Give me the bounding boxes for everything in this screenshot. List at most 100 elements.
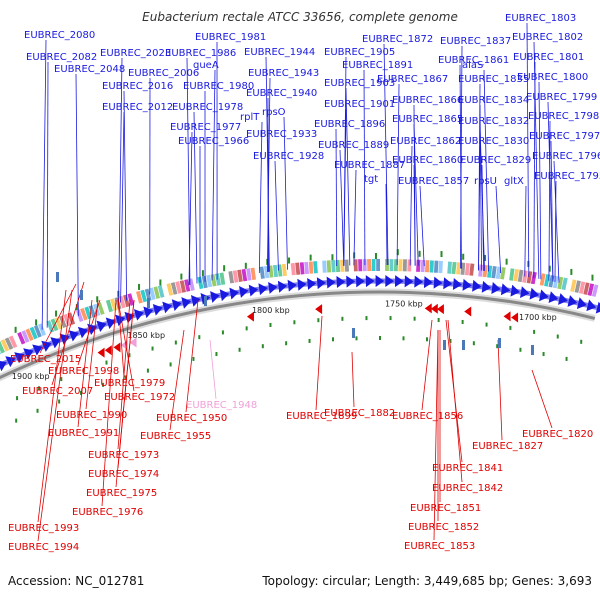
forward-leader-line: [41, 39, 47, 330]
marker-block: [498, 338, 501, 348]
feature-mark: [128, 353, 131, 358]
feature-mark: [341, 316, 344, 321]
position-tick-label: 1750 kbp: [385, 299, 423, 308]
annotation-block: [232, 270, 239, 283]
forward-leader-line: [274, 160, 279, 271]
annotation-block: [170, 282, 178, 295]
feature-mark: [198, 335, 201, 340]
annotation-block: [530, 271, 537, 285]
annotation-block: [491, 265, 497, 279]
forward-gene-label: EUBREC_1943: [248, 68, 319, 79]
feature-mark: [293, 320, 296, 325]
feature-mark: [496, 344, 499, 349]
forward-gene-label: EUBREC_2082: [26, 52, 97, 63]
feature-mark: [60, 377, 63, 382]
forward-leader-line: [526, 22, 530, 278]
forward-gene-label: EUBREC_1857: [398, 176, 469, 187]
feature-mark: [244, 262, 247, 269]
forward-gene-label: EUBREC_1862: [390, 136, 461, 147]
feature-mark: [449, 338, 452, 343]
feature-mark: [245, 326, 248, 331]
feature-mark: [461, 319, 464, 324]
reverse-gene-arrow: [464, 306, 472, 317]
annotation-block: [166, 283, 174, 296]
annotation-block: [29, 326, 38, 340]
reverse-leader-line: [421, 319, 433, 411]
reverse-leader-line: [531, 369, 553, 429]
annotation-block: [123, 294, 130, 308]
forward-leader-line: [419, 185, 425, 267]
reverse-leader-line: [77, 299, 101, 366]
feature-mark: [331, 254, 334, 261]
forward-gene-label: EUBREC_1981: [195, 32, 266, 43]
annotation-block: [153, 286, 161, 299]
feature-mark: [365, 316, 368, 321]
feature-mark: [509, 325, 512, 330]
annotation-block: [33, 325, 42, 338]
annotation-block: [54, 317, 63, 330]
annotation-block: [38, 323, 46, 336]
reverse-strand-arrows: [97, 303, 519, 358]
forward-gene-label: EUBREC_1891: [342, 60, 413, 71]
feature-mark: [542, 352, 545, 357]
feature-mark: [565, 356, 568, 361]
forward-leader-line: [258, 121, 263, 273]
forward-leader-line: [524, 185, 527, 277]
feature-mark: [35, 319, 38, 326]
annotation-block: [578, 281, 586, 294]
feature-mark: [261, 344, 264, 349]
feature-mark: [146, 368, 149, 373]
feature-mark: [138, 283, 141, 290]
reverse-gene-arrow: [503, 311, 511, 322]
reverse-leader-line: [101, 299, 117, 507]
feature-mark: [426, 337, 429, 342]
annotation-block: [59, 315, 67, 329]
reverse-gene-label: EUBREC_1842: [432, 483, 503, 494]
feature-mark: [374, 253, 377, 260]
annotation-block: [219, 272, 226, 285]
reverse-leader-line: [497, 339, 503, 441]
position-tick-label: 1700 kbp: [519, 313, 557, 322]
forward-leader-line: [548, 120, 551, 281]
feature-mark: [223, 265, 226, 272]
forward-gene-label: EUBREC_1986: [165, 48, 236, 59]
feature-mark: [317, 318, 320, 323]
forward-gene-label: EUBREC_1835: [458, 74, 529, 85]
forward-gene-arrow: [595, 301, 600, 314]
annotation-block: [46, 320, 55, 333]
reverse-leader-line: [447, 319, 463, 483]
feature-mark: [215, 352, 218, 357]
annotation-block: [80, 307, 88, 321]
reverse-gene-arrow: [97, 347, 105, 358]
forward-gene-label: gltX: [504, 176, 524, 187]
reverse-gene-label: EUBREC_1948: [186, 400, 257, 411]
feature-mark: [269, 322, 272, 327]
marker-block: [443, 340, 446, 350]
position-tick-label: 1800 kbp: [252, 306, 290, 315]
forward-leader-line: [383, 43, 389, 266]
forward-leader-line: [339, 149, 345, 266]
annotation-block: [179, 280, 187, 293]
marker-block: [531, 345, 534, 355]
forward-gene-label: EUBREC_1834: [458, 95, 529, 106]
reverse-gene-labels: EUBREC_2015EUBREC_1998EUBREC_2007EUBREC_…: [8, 281, 593, 553]
reverse-gene-arrow: [436, 304, 444, 315]
feature-mark: [192, 356, 195, 361]
forward-gene-label: EUBREC_1798: [528, 111, 599, 122]
reverse-leader-line: [39, 283, 77, 354]
genome-summary: Topology: circular; Length: 3,449,685 bp…: [262, 574, 592, 588]
marker-block: [56, 272, 59, 282]
reverse-gene-label: EUBREC_1827: [472, 441, 543, 452]
feature-mark: [221, 330, 224, 335]
annotation-block: [201, 275, 208, 289]
forward-gene-label: EUBREC_1901: [324, 99, 395, 110]
accession-label: Accession: NC_012781: [8, 574, 145, 588]
position-tick-label: 1850 kbp: [127, 331, 165, 340]
feature-mark: [556, 334, 559, 339]
feature-mark: [82, 368, 85, 373]
annotation-block: [144, 288, 152, 302]
forward-leader-line: [533, 61, 536, 279]
forward-gene-label: EUBREC_1896: [314, 119, 385, 130]
feature-mark: [55, 310, 58, 317]
